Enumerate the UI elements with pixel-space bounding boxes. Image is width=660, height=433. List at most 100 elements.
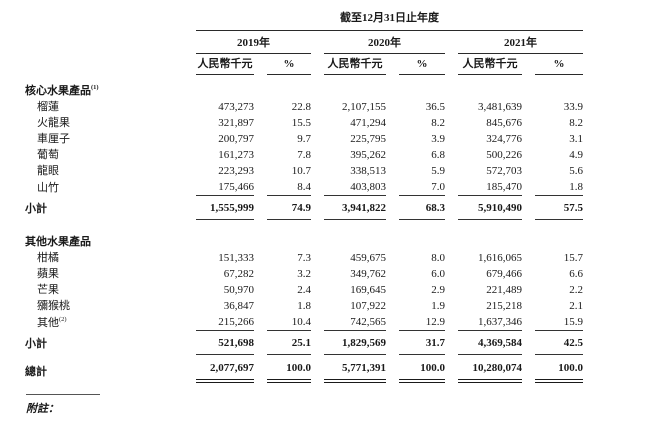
cell-value: 500,226: [486, 149, 522, 161]
row-label: 小計: [25, 338, 47, 350]
cell-value: 1,616,065: [478, 252, 522, 264]
row-label: 蘋果: [37, 268, 59, 280]
cell-value: 5,771,391: [324, 355, 386, 383]
cell-value: 12.9: [399, 314, 445, 331]
empty-cell: [324, 226, 386, 250]
cell-value: 9.7: [297, 133, 311, 145]
cell-value: 572,703: [486, 165, 522, 177]
subtotal-row: 小計 1,555,999 74.9 3,941,822 68.3 5,910,490 57.…: [25, 196, 583, 220]
empty-cell: [399, 226, 445, 250]
cell-value: 10,280,074: [458, 355, 522, 383]
cell-value: 68.3: [399, 196, 445, 220]
cell-value: 5.9: [431, 165, 445, 177]
year-header-2019: 2019年: [196, 31, 311, 54]
cell-value: 521,698: [196, 331, 254, 355]
cell-value: 225,795: [350, 133, 386, 145]
item-row: 車厘子 200,797 9.7 225,795 3.9 324,776 3.1: [25, 131, 583, 147]
cell-value: 42.5: [535, 331, 583, 355]
cell-value: 1,637,346: [458, 314, 522, 331]
row-label: 其他水果產品: [25, 236, 91, 248]
cell-value: 349,762: [350, 268, 386, 280]
cell-value: 223,293: [218, 165, 254, 177]
amount-unit-header-2021: 人民幣千元: [458, 54, 522, 75]
cell-value: 3.9: [431, 133, 445, 145]
cell-value: 1,555,999: [196, 196, 254, 220]
cell-value: 15.9: [535, 314, 583, 331]
cell-value: 2.1: [569, 300, 583, 312]
cell-value: 36.5: [425, 101, 445, 113]
row-label: 葡萄: [37, 149, 59, 161]
row-label: 獼猴桃: [37, 300, 70, 312]
cell-value: 395,262: [350, 149, 386, 161]
corner-cell: [25, 8, 183, 31]
empty-cell: [267, 226, 311, 250]
empty-cell: [458, 75, 522, 99]
item-row: 火龍果 321,897 15.5 471,294 8.2 845,676 8.2: [25, 115, 583, 131]
cell-value: 6.8: [431, 149, 445, 161]
cell-value: 31.7: [399, 331, 445, 355]
item-row: 芒果 50,970 2.4 169,645 2.9 221,489 2.2: [25, 282, 583, 298]
cell-value: 7.8: [297, 149, 311, 161]
cell-value: 473,273: [218, 101, 254, 113]
cell-value: 100.0: [267, 355, 311, 383]
cell-value: 6.0: [431, 268, 445, 280]
cell-value: 107,922: [350, 300, 386, 312]
row-label: 榴蓮: [37, 101, 59, 113]
empty-cell: [267, 75, 311, 99]
cell-value: 2.2: [569, 284, 583, 296]
cell-value: 1.9: [431, 300, 445, 312]
cell-value: 50,970: [223, 284, 254, 296]
cell-value: 8.0: [431, 252, 445, 264]
total-row: 總計 2,077,697 100.0 5,771,391 100.0 10,280,074…: [25, 355, 583, 383]
cell-value: 215,218: [486, 300, 522, 312]
row-label: 總計: [25, 366, 47, 378]
row-label: 核心水果產品(1): [25, 84, 99, 97]
cell-value: 1.8: [297, 300, 311, 312]
empty-cell: [399, 75, 445, 99]
section-header-row: 其他水果產品: [25, 226, 583, 250]
cell-value: 100.0: [399, 355, 445, 383]
cell-value: 161,273: [218, 149, 254, 161]
table-body: 核心水果產品(1) 榴蓮 473,273 22.8 2,107,155 36.5 3,481…: [25, 75, 583, 383]
item-row: 葡萄 161,273 7.8 395,262 6.8 500,226 4.9: [25, 147, 583, 163]
item-row: 獼猴桃 36,847 1.8 107,922 1.9 215,218 2.1: [25, 298, 583, 314]
period-header-row: 截至12月31日止年度: [25, 8, 583, 31]
empty-cell: [535, 75, 583, 99]
item-row: 山竹 175,466 8.4 403,803 7.0 185,470 1.8: [25, 179, 583, 196]
cell-value: 321,897: [218, 117, 254, 129]
cell-value: 459,675: [350, 252, 386, 264]
row-label: 龍眼: [37, 165, 59, 177]
footnote-label: 附註：: [26, 403, 59, 415]
revenue-breakdown-table: 截至12月31日止年度 2019年 2020年 2021年 人民幣千元 % 人民…: [12, 8, 596, 383]
corner-cell: [25, 54, 183, 75]
unit-header-row: 人民幣千元 % 人民幣千元 % 人民幣千元 %: [25, 54, 583, 75]
cell-value: 3.2: [297, 268, 311, 280]
amount-unit-header-2019: 人民幣千元: [196, 54, 254, 75]
cell-value: 2,107,155: [342, 101, 386, 113]
cell-value: 5,910,490: [458, 196, 522, 220]
cell-value: 10.7: [291, 165, 311, 177]
percent-header-2019: %: [267, 54, 311, 75]
cell-value: 4.9: [569, 149, 583, 161]
row-label: 小計: [25, 203, 47, 215]
corner-cell: [25, 31, 183, 54]
cell-value: 8.4: [267, 179, 311, 196]
percent-header-2020: %: [399, 54, 445, 75]
cell-value: 2.9: [431, 284, 445, 296]
item-row: 榴蓮 473,273 22.8 2,107,155 36.5 3,481,639 33.9: [25, 99, 583, 115]
row-label: 車厘子: [37, 133, 70, 145]
cell-value: 74.9: [267, 196, 311, 220]
cell-value: 200,797: [218, 133, 254, 145]
footnote-divider: [26, 394, 100, 395]
empty-cell: [196, 226, 254, 250]
empty-cell: [324, 75, 386, 99]
section-header-row: 核心水果產品(1): [25, 75, 583, 99]
footnote-marker: (1): [91, 84, 99, 91]
cell-value: 3.1: [569, 133, 583, 145]
cell-value: 4,369,584: [458, 331, 522, 355]
cell-value: 151,333: [218, 252, 254, 264]
cell-value: 742,565: [324, 314, 386, 331]
cell-value: 221,489: [486, 284, 522, 296]
cell-value: 33.9: [563, 101, 583, 113]
year-header-row: 2019年 2020年 2021年: [25, 31, 583, 54]
